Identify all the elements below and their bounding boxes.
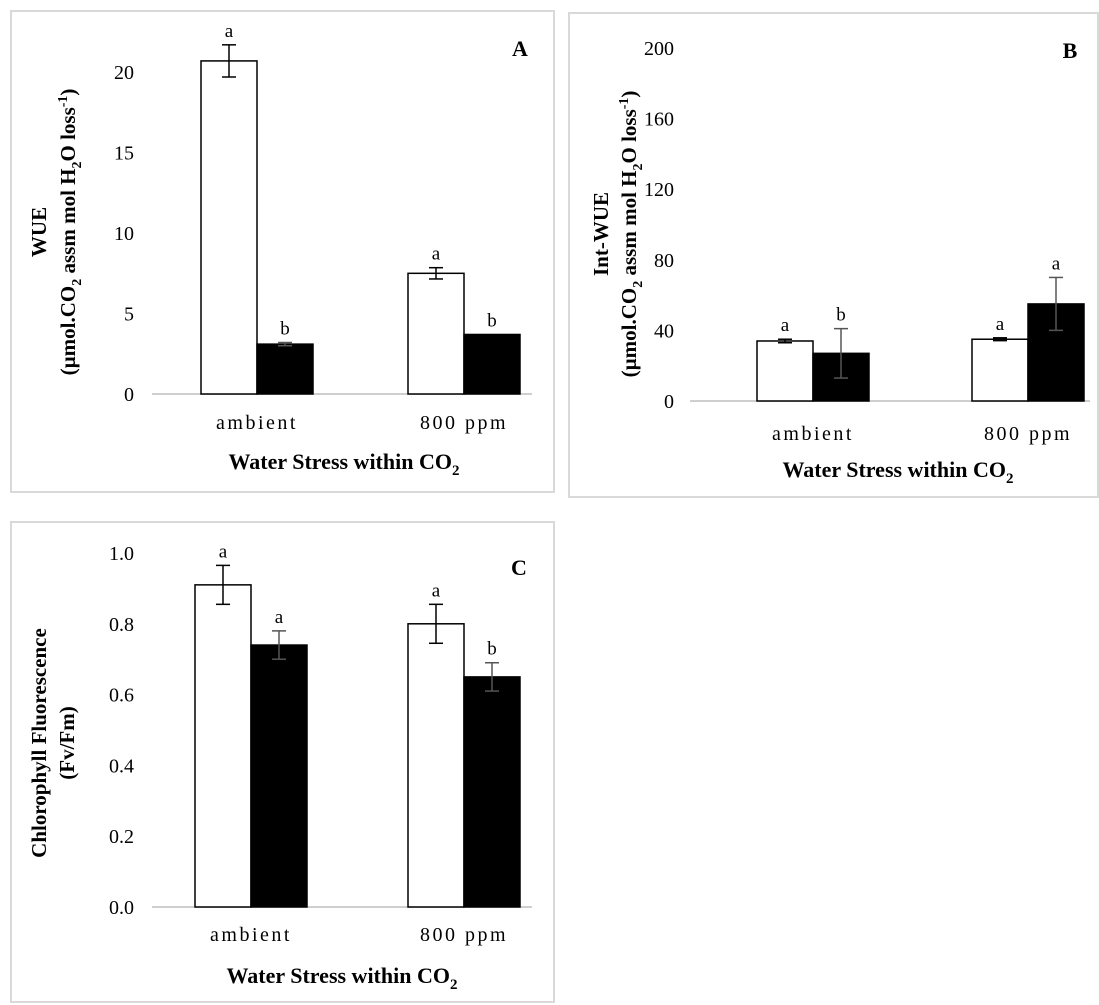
chart-b-ytick-label: 120 bbox=[644, 179, 674, 201]
chart-b-ytick-label: 80 bbox=[654, 250, 674, 272]
chart-c-ytick-label: 1.0 bbox=[109, 543, 134, 565]
chart-c-svg: 0.0 0.2 0.4 0.6 0.8 1.0 a a ambient a b 800 ppm C Wat… bbox=[27, 541, 532, 993]
chart-c-bar bbox=[463, 676, 521, 908]
chart-b-significance-label: a bbox=[781, 315, 790, 336]
chart-panel-b: 0 40 80 120 160 200 a b ambient a a 800 ppm B Water S… bbox=[568, 12, 1099, 498]
chart-a-ytick-label: 15 bbox=[114, 143, 134, 165]
chart-a-panel-letter: A bbox=[512, 36, 528, 61]
chart-c-significance-label: b bbox=[487, 639, 497, 660]
chart-a-y-axis-units: (µmol.CO2 assm mol H2O loss-1) bbox=[56, 89, 85, 376]
chart-c-bar bbox=[194, 584, 252, 908]
chart-a-y-axis-title: WUE bbox=[27, 207, 51, 257]
chart-b-significance-label: a bbox=[1052, 253, 1061, 274]
chart-b-ytick-label: 0 bbox=[664, 391, 674, 413]
chart-c-significance-label: a bbox=[432, 580, 441, 601]
chart-a-significance-label: a bbox=[225, 21, 234, 42]
chart-b-category-label: 800 ppm bbox=[984, 423, 1072, 445]
chart-b-category-label: ambient bbox=[772, 423, 854, 445]
chart-c-ytick-label: 0.2 bbox=[109, 826, 134, 848]
chart-a-ytick-label: 0 bbox=[124, 384, 134, 406]
chart-b-bar bbox=[756, 340, 814, 402]
chart-b-ytick-label: 160 bbox=[644, 109, 674, 131]
chart-a-ytick-label: 10 bbox=[114, 223, 134, 245]
chart-b-bar bbox=[971, 338, 1029, 402]
chart-b-ytick-label: 40 bbox=[654, 320, 674, 342]
chart-a-svg: 0 5 10 15 20 a b ambient a b 800 ppm A Water Stress … bbox=[27, 21, 532, 479]
chart-c-bar bbox=[407, 623, 465, 908]
chart-a-x-axis-title: Water Stress within CO2 bbox=[229, 449, 460, 479]
chart-a-ytick-label: 20 bbox=[114, 62, 134, 84]
chart-c-ytick-label: 0.4 bbox=[109, 755, 134, 777]
chart-b-significance-label: b bbox=[836, 305, 846, 326]
chart-c-ytick-label: 0.6 bbox=[109, 685, 134, 707]
chart-c-x-axis-title: Water Stress within CO2 bbox=[227, 963, 458, 993]
chart-a-bar bbox=[463, 333, 521, 395]
chart-b-panel-letter: B bbox=[1063, 38, 1078, 63]
chart-a-ytick-label: 5 bbox=[124, 304, 134, 326]
chart-b-significance-label: a bbox=[996, 314, 1005, 335]
chart-b-y-axis-units: (µmol.CO2 assm mol H2O loss-1) bbox=[617, 91, 646, 378]
chart-c-category-label: 800 ppm bbox=[420, 924, 508, 946]
chart-b-svg: 0 40 80 120 160 200 a b ambient a a 800 ppm B Water S… bbox=[589, 38, 1090, 487]
chart-c-bar bbox=[250, 644, 308, 908]
chart-c-significance-label: a bbox=[275, 607, 284, 628]
chart-c-panel-letter: C bbox=[511, 555, 527, 580]
chart-panel-a: 0 5 10 15 20 a b ambient a b 800 ppm A Water Stress … bbox=[10, 10, 555, 493]
chart-a-category-label: ambient bbox=[216, 412, 298, 434]
chart-c-ytick-label: 0.8 bbox=[109, 614, 134, 636]
chart-b-y-axis-title: Int-WUE bbox=[589, 192, 613, 276]
chart-a-bar bbox=[200, 60, 258, 395]
chart-c-y-axis-units: (Fv/Fm) bbox=[55, 706, 79, 779]
chart-a-bar bbox=[407, 272, 465, 395]
chart-panel-c: 0.0 0.2 0.4 0.6 0.8 1.0 a a ambient a b 800 ppm C Wat… bbox=[10, 521, 555, 1003]
chart-c-significance-label: a bbox=[219, 541, 228, 562]
chart-a-significance-label: b bbox=[487, 310, 497, 331]
chart-c-category-label: ambient bbox=[210, 924, 292, 946]
chart-a-significance-label: b bbox=[280, 319, 290, 340]
chart-b-ytick-label: 200 bbox=[644, 38, 674, 60]
chart-c-y-axis-title: Chlorophyll Fluorescence bbox=[27, 628, 51, 858]
chart-a-bar bbox=[256, 343, 314, 395]
chart-c-ytick-label: 0.0 bbox=[109, 897, 134, 919]
chart-a-significance-label: a bbox=[432, 244, 441, 265]
chart-b-x-axis-title: Water Stress within CO2 bbox=[783, 457, 1014, 487]
chart-a-category-label: 800 ppm bbox=[420, 412, 508, 434]
